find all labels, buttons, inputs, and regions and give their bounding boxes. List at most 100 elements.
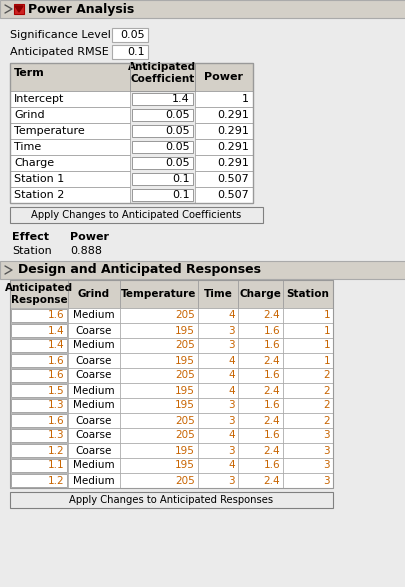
Bar bbox=[120, 308, 198, 323]
Text: 4: 4 bbox=[228, 460, 234, 471]
Text: Coarse: Coarse bbox=[76, 416, 112, 426]
Bar bbox=[10, 123, 130, 139]
Bar bbox=[68, 398, 120, 413]
Bar bbox=[11, 399, 67, 412]
Text: Station 1: Station 1 bbox=[14, 174, 64, 184]
Text: 3: 3 bbox=[228, 400, 234, 410]
Text: 205: 205 bbox=[175, 370, 194, 380]
Bar bbox=[282, 383, 332, 398]
Bar bbox=[237, 308, 282, 323]
Bar bbox=[237, 428, 282, 443]
Bar bbox=[10, 413, 68, 428]
Bar bbox=[198, 383, 237, 398]
Bar bbox=[282, 308, 332, 323]
Text: 2.4: 2.4 bbox=[263, 416, 279, 426]
Bar bbox=[10, 139, 130, 155]
Text: 1.6: 1.6 bbox=[47, 356, 64, 366]
Bar bbox=[11, 324, 67, 337]
Text: 3: 3 bbox=[228, 416, 234, 426]
Text: 3: 3 bbox=[322, 460, 329, 471]
Text: 3: 3 bbox=[322, 446, 329, 456]
Bar bbox=[10, 63, 252, 91]
Bar bbox=[68, 413, 120, 428]
Bar bbox=[237, 338, 282, 353]
Bar bbox=[10, 280, 68, 308]
Bar bbox=[68, 443, 120, 458]
Text: 2: 2 bbox=[322, 416, 329, 426]
Bar bbox=[120, 353, 198, 368]
Bar bbox=[282, 413, 332, 428]
Bar bbox=[10, 107, 130, 123]
Bar bbox=[282, 428, 332, 443]
Bar bbox=[10, 353, 68, 368]
Text: 0.1: 0.1 bbox=[127, 47, 145, 57]
Text: Coarse: Coarse bbox=[76, 370, 112, 380]
Text: 2.4: 2.4 bbox=[263, 446, 279, 456]
Bar bbox=[10, 280, 332, 488]
Bar bbox=[120, 383, 198, 398]
Text: Power Analysis: Power Analysis bbox=[28, 2, 134, 15]
Text: Time: Time bbox=[14, 142, 41, 152]
Bar bbox=[68, 368, 120, 383]
Bar bbox=[10, 308, 68, 323]
Text: 195: 195 bbox=[175, 446, 194, 456]
Text: 4: 4 bbox=[228, 356, 234, 366]
Text: Medium: Medium bbox=[73, 475, 115, 485]
Bar bbox=[132, 141, 192, 153]
Bar bbox=[198, 368, 237, 383]
Text: 1.2: 1.2 bbox=[47, 475, 64, 485]
Text: 2.4: 2.4 bbox=[263, 475, 279, 485]
Text: 1.6: 1.6 bbox=[263, 370, 279, 380]
Bar bbox=[11, 339, 67, 352]
Bar bbox=[10, 458, 68, 473]
Bar bbox=[10, 323, 68, 338]
Text: 1.6: 1.6 bbox=[263, 460, 279, 471]
Bar bbox=[112, 28, 148, 42]
Bar bbox=[10, 91, 130, 107]
Text: 1.6: 1.6 bbox=[47, 370, 64, 380]
Text: Power: Power bbox=[70, 232, 109, 242]
Text: 2: 2 bbox=[322, 386, 329, 396]
Bar bbox=[10, 207, 262, 223]
Bar bbox=[10, 443, 68, 458]
Bar bbox=[11, 384, 67, 397]
Bar bbox=[11, 444, 67, 457]
Bar bbox=[68, 428, 120, 443]
Text: 0.507: 0.507 bbox=[217, 174, 248, 184]
Bar bbox=[11, 429, 67, 442]
Bar bbox=[68, 458, 120, 473]
Text: 1.1: 1.1 bbox=[47, 460, 64, 471]
Text: 0.05: 0.05 bbox=[165, 158, 190, 168]
Bar bbox=[198, 413, 237, 428]
Bar bbox=[132, 125, 192, 137]
Text: 1.4: 1.4 bbox=[47, 340, 64, 350]
Bar bbox=[194, 155, 252, 171]
Bar bbox=[120, 398, 198, 413]
Bar bbox=[120, 458, 198, 473]
Text: 0.291: 0.291 bbox=[217, 126, 248, 136]
Text: Coarse: Coarse bbox=[76, 356, 112, 366]
Text: Medium: Medium bbox=[73, 340, 115, 350]
Text: 0.05: 0.05 bbox=[165, 110, 190, 120]
Text: 0.291: 0.291 bbox=[217, 158, 248, 168]
Bar bbox=[282, 473, 332, 488]
Bar bbox=[237, 280, 282, 308]
Bar bbox=[10, 473, 68, 488]
Bar bbox=[11, 309, 67, 322]
Text: 205: 205 bbox=[175, 430, 194, 440]
Bar bbox=[237, 368, 282, 383]
Text: Medium: Medium bbox=[73, 400, 115, 410]
Bar bbox=[198, 458, 237, 473]
Text: 3: 3 bbox=[228, 340, 234, 350]
Bar bbox=[194, 187, 252, 203]
Bar bbox=[282, 280, 332, 308]
Text: 1: 1 bbox=[322, 326, 329, 336]
Bar bbox=[10, 428, 68, 443]
Text: 0.1: 0.1 bbox=[172, 190, 190, 200]
Bar bbox=[237, 413, 282, 428]
Text: 205: 205 bbox=[175, 340, 194, 350]
Text: 0.1: 0.1 bbox=[172, 174, 190, 184]
Text: Power: Power bbox=[204, 72, 243, 82]
Text: 1.5: 1.5 bbox=[47, 386, 64, 396]
Bar bbox=[68, 280, 120, 308]
